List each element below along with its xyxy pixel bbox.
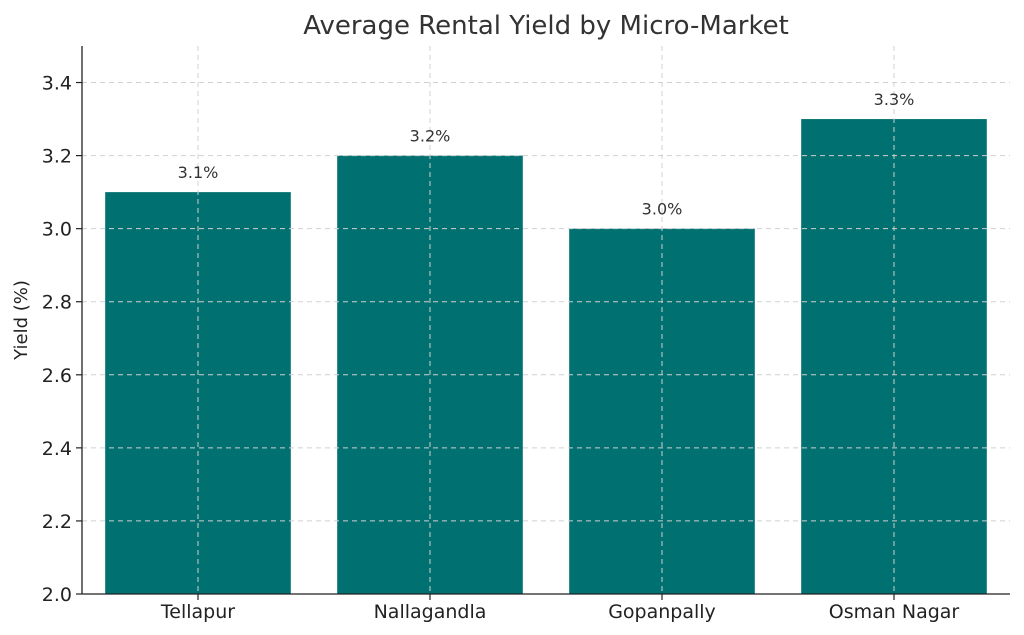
x-tick-label: Osman Nagar [829,601,960,623]
x-tick-label: Gopanpally [608,601,716,623]
y-tick-label: 2.8 [42,292,72,314]
y-axis-label: Yield (%) [11,280,32,361]
data-label: 3.1% [178,163,219,182]
y-tick-label: 3.0 [42,219,72,241]
labels: 2.0 2.2 2.4 2.6 2.8 3.0 3.2 3.4 Tellapur 3.1% Nall… [42,73,960,623]
y-tick-label: 2.0 [42,584,72,606]
chart-title: Average Rental Yield by Micro-Market [303,11,789,41]
y-tick-label: 3.2 [42,146,72,168]
bars [105,119,987,595]
data-label: 3.2% [410,127,451,146]
y-tick-label: 2.6 [42,365,72,387]
x-tick-label: Nallagandla [374,601,487,623]
x-tick-label: Tellapur [160,601,235,623]
data-label: 3.3% [874,90,915,109]
y-tick-label: 2.2 [42,511,72,533]
y-tick-label: 3.4 [42,73,72,95]
data-label: 3.0% [642,200,683,219]
y-tick-label: 2.4 [42,438,72,460]
axes [76,46,1010,600]
